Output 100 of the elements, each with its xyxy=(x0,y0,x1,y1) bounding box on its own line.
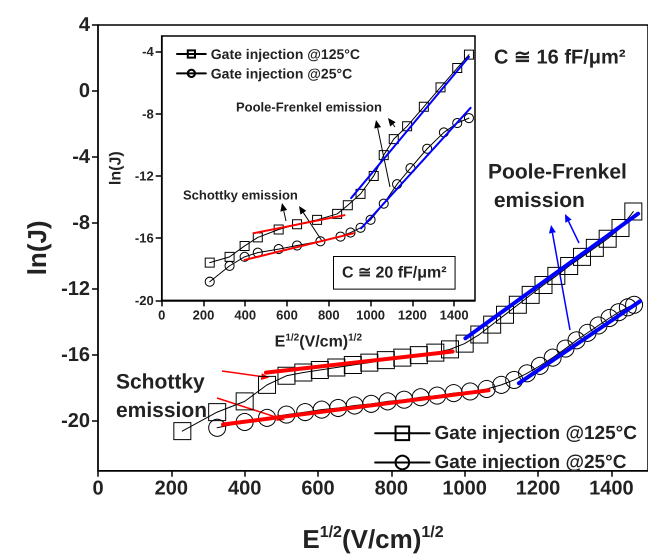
point xyxy=(534,276,552,294)
point xyxy=(418,102,429,112)
point xyxy=(410,346,428,364)
point xyxy=(470,326,488,344)
point xyxy=(438,127,449,138)
point xyxy=(610,303,628,322)
x-tick-label: 1200 xyxy=(398,307,427,322)
point xyxy=(392,179,402,190)
annotation: C ≅ 20 fF/μm² xyxy=(342,264,447,282)
annotation: Poole-Frenkel emission xyxy=(488,160,627,212)
point xyxy=(393,348,412,367)
point xyxy=(452,118,462,128)
annotation: Schottky emission xyxy=(116,370,211,422)
point xyxy=(296,403,314,422)
point xyxy=(356,222,366,233)
point xyxy=(204,258,215,268)
point xyxy=(368,170,379,181)
point xyxy=(366,214,376,225)
y-tick-label: -12 xyxy=(61,278,90,300)
y-tick-label: -4 xyxy=(142,44,154,60)
point xyxy=(426,344,444,362)
point xyxy=(258,376,276,394)
point xyxy=(464,50,474,60)
point xyxy=(274,224,284,234)
point xyxy=(556,340,574,358)
y-tick-label: -20 xyxy=(134,292,154,308)
point xyxy=(625,296,644,314)
point xyxy=(590,316,608,334)
point xyxy=(312,400,331,419)
point xyxy=(342,200,353,210)
point xyxy=(578,324,596,342)
legend-label: Gate injection @25°C xyxy=(210,65,352,82)
y-tick-label: -16 xyxy=(134,230,154,246)
point xyxy=(618,298,637,316)
point xyxy=(376,351,395,370)
x-tick-label: 200 xyxy=(154,478,188,500)
point xyxy=(356,188,366,199)
point xyxy=(292,219,302,230)
point xyxy=(461,382,480,400)
point xyxy=(492,376,510,394)
point xyxy=(547,266,566,285)
x-tick-label: 400 xyxy=(234,307,256,322)
point xyxy=(444,384,463,402)
point xyxy=(329,398,348,417)
point xyxy=(346,396,364,414)
point xyxy=(292,240,302,250)
point xyxy=(612,219,630,238)
point xyxy=(422,144,432,154)
point xyxy=(522,286,540,304)
point xyxy=(483,316,502,334)
point xyxy=(452,63,462,74)
point xyxy=(362,394,380,413)
point xyxy=(208,403,226,422)
point xyxy=(518,364,536,382)
point xyxy=(478,380,496,398)
y-tick-label: -8 xyxy=(72,212,90,234)
x-tick-label: 400 xyxy=(228,478,262,500)
legend-label: Gate injection @125°C xyxy=(434,422,638,444)
point xyxy=(240,240,250,251)
point xyxy=(224,252,235,262)
x-tick-label: 1200 xyxy=(516,478,560,500)
annotation: Schottky emission xyxy=(183,187,298,202)
point xyxy=(344,356,362,374)
point xyxy=(327,358,346,377)
point xyxy=(204,276,215,287)
point xyxy=(240,252,250,262)
point xyxy=(428,386,446,405)
legend-label: Gate injection @125°C xyxy=(210,46,360,62)
point xyxy=(402,121,412,132)
y-tick-label: -12 xyxy=(134,168,154,184)
point xyxy=(335,232,346,242)
point xyxy=(294,363,312,382)
y-axis-title: ln(J) xyxy=(108,151,124,186)
point xyxy=(412,388,430,406)
x-tick-label: 1000 xyxy=(356,307,386,322)
x-tick-label: 800 xyxy=(374,478,408,500)
point xyxy=(236,413,254,431)
x-tick-label: 1000 xyxy=(442,478,487,500)
point xyxy=(346,228,356,238)
point xyxy=(464,113,474,124)
legend-label: Gate injection @25°C xyxy=(434,452,627,473)
point xyxy=(388,134,399,144)
point xyxy=(258,408,276,427)
point xyxy=(378,150,389,160)
point xyxy=(274,244,284,254)
x-tick-label: 600 xyxy=(276,307,298,322)
x-tick-label: 800 xyxy=(318,307,340,322)
x-tick-label: 200 xyxy=(192,307,214,322)
point xyxy=(505,370,524,389)
y-tick-label: -20 xyxy=(61,410,90,432)
y-tick-label: -16 xyxy=(61,344,90,366)
point xyxy=(508,296,527,314)
point xyxy=(252,232,263,242)
point xyxy=(395,390,414,409)
point xyxy=(560,257,578,276)
point xyxy=(173,422,192,440)
point xyxy=(456,334,474,353)
y-tick-label: -8 xyxy=(142,106,154,122)
y-tick-label: 4 xyxy=(78,14,91,36)
point xyxy=(208,418,226,437)
